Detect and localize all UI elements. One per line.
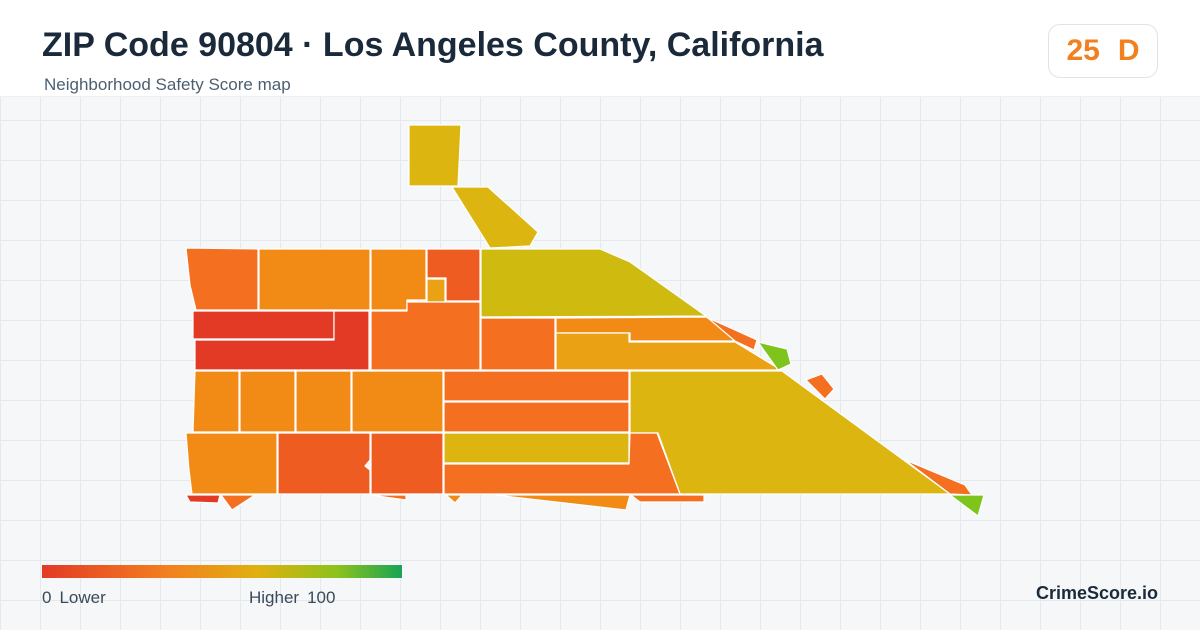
- legend-low-label: 0 Lower: [42, 588, 106, 608]
- map-region: [445, 494, 463, 504]
- score-badge: 25 D: [1048, 24, 1158, 78]
- map-region: [480, 317, 556, 371]
- legend-gradient-bar: [42, 565, 402, 578]
- map-region: [370, 301, 481, 371]
- map-region: [185, 432, 278, 495]
- map-region: [630, 494, 705, 503]
- map-region: [277, 432, 371, 495]
- map-region: [451, 186, 539, 249]
- page-subtitle: Neighborhood Safety Score map: [44, 75, 291, 94]
- map-region: [408, 124, 462, 187]
- map-region: [258, 248, 371, 311]
- map-region: [295, 370, 352, 433]
- score-grade: D: [1117, 34, 1140, 67]
- map-region: [426, 278, 446, 303]
- map-region: [192, 370, 240, 433]
- map-region: [494, 494, 631, 511]
- score-value: 25: [1066, 34, 1100, 67]
- map-region: [555, 332, 782, 371]
- brand-logo-text: CrimeScore.io: [1035, 583, 1158, 603]
- map-region: [220, 494, 256, 511]
- map-region: [805, 373, 835, 400]
- map-region: [426, 248, 481, 302]
- map-region: [629, 370, 951, 495]
- legend-low-value: 0: [42, 588, 52, 607]
- legend-high-label: Higher 100: [249, 588, 335, 608]
- map-region: [185, 494, 221, 504]
- legend-high-text: Higher: [249, 588, 300, 607]
- page-title: ZIP Code 90804 · Los Angeles County, Cal…: [42, 26, 824, 64]
- map-region: [707, 317, 758, 351]
- map-region: [443, 370, 630, 402]
- map-region: [443, 432, 630, 464]
- legend-low-text: Lower: [59, 588, 106, 607]
- map-region: [192, 310, 335, 340]
- map-region: [443, 432, 681, 495]
- map-region: [480, 248, 707, 318]
- map-region: [949, 494, 985, 517]
- map-region: [185, 247, 259, 311]
- map-region: [443, 401, 630, 433]
- map-region: [369, 494, 407, 501]
- map-region: [370, 432, 444, 495]
- map-region: [370, 248, 427, 311]
- legend-high-value: 100: [307, 588, 336, 607]
- map-region: [757, 341, 792, 371]
- header-band: [0, 0, 1200, 97]
- map-region: [194, 310, 370, 371]
- map-region: [351, 370, 444, 433]
- map-region: [239, 370, 296, 433]
